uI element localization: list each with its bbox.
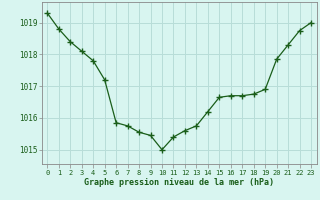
X-axis label: Graphe pression niveau de la mer (hPa): Graphe pression niveau de la mer (hPa) — [84, 178, 274, 187]
